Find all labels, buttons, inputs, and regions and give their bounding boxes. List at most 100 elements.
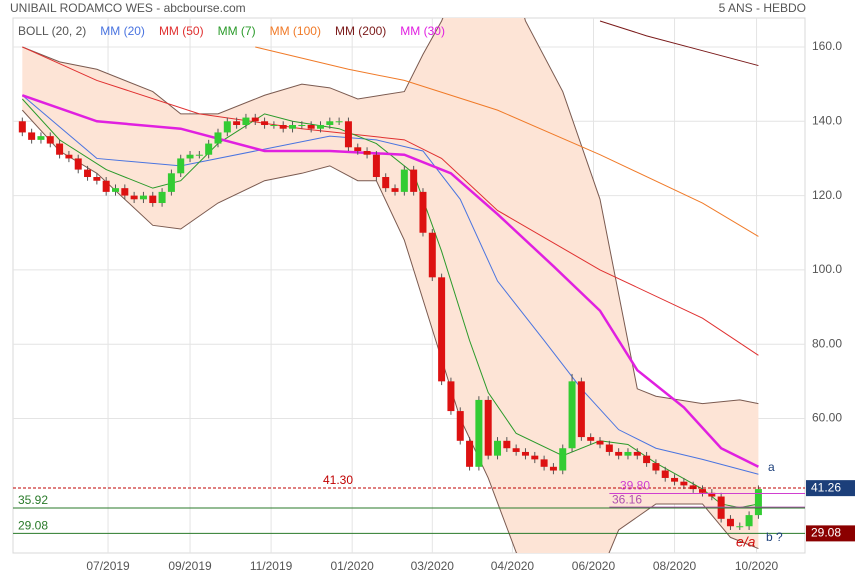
y-tick-label: 100.0 <box>812 262 842 276</box>
candle-body <box>540 459 548 467</box>
candle-body <box>503 440 511 449</box>
candle-body <box>624 451 632 456</box>
candle-body <box>559 448 567 471</box>
candle-body <box>754 489 762 516</box>
candle-body <box>605 444 613 452</box>
candle-body <box>205 143 213 155</box>
candle-body <box>214 132 222 144</box>
candle-body <box>121 188 129 196</box>
candle-body <box>270 125 278 126</box>
annotation: b ? <box>766 530 783 544</box>
x-tick-label: 11/2019 <box>250 559 293 573</box>
candle-body <box>261 121 269 125</box>
x-tick-label: 01/2020 <box>330 559 374 573</box>
moving-average <box>255 46 759 237</box>
level-label: 35.92 <box>18 493 48 507</box>
candle-body <box>438 277 446 382</box>
candle-body <box>93 177 101 181</box>
moving-average <box>21 94 759 475</box>
candle-body <box>671 477 679 482</box>
bollinger-lower <box>21 109 759 553</box>
legend-entry: MM (50) <box>159 24 204 38</box>
candle-body <box>494 440 502 456</box>
candle-body <box>447 381 455 412</box>
candle-body <box>419 191 427 233</box>
candle-body <box>233 121 241 125</box>
candle-body <box>344 121 352 148</box>
candle-body <box>363 151 371 155</box>
moving-average <box>599 20 759 67</box>
candle-body <box>326 121 334 125</box>
price-tag-label: 41.26 <box>811 480 841 494</box>
bollinger-upper <box>22 18 759 405</box>
y-tick-label: 120.0 <box>812 188 842 202</box>
annotation: e/a <box>736 534 756 550</box>
candle-body <box>521 451 529 456</box>
level-label: 41.30 <box>323 473 353 487</box>
candle-body <box>596 440 604 445</box>
candle-body <box>372 154 380 178</box>
candle-body <box>149 195 157 204</box>
candle-body <box>354 147 362 152</box>
candle-body <box>74 158 82 170</box>
y-tick-label: 160.0 <box>812 39 842 53</box>
level-label: 39.80 <box>620 479 650 493</box>
candle-body <box>56 143 64 155</box>
candle-body <box>652 463 660 471</box>
legend-entry: MM (30) <box>400 24 445 38</box>
candle-body <box>195 154 203 156</box>
candle-body <box>400 169 408 192</box>
candle-body <box>661 470 669 478</box>
candle-body <box>633 451 641 456</box>
legend: BOLL (20, 2) MM (20) MM (50) MM (7) MM (100)… <box>18 24 445 38</box>
candle-body <box>289 125 297 129</box>
candle-body <box>577 381 585 438</box>
candle-body <box>708 492 716 497</box>
price-tag-label: 29.08 <box>811 526 841 540</box>
candle-body <box>37 136 45 140</box>
candle-body <box>456 411 464 441</box>
candle-body <box>382 177 390 189</box>
x-tick-label: 03/2020 <box>411 559 455 573</box>
legend-entry: MM (100) <box>270 24 321 38</box>
candle-body <box>484 399 492 456</box>
candle-body <box>102 180 110 192</box>
candle-body <box>130 195 138 200</box>
y-tick-label: 140.0 <box>812 113 842 127</box>
candle-body <box>307 125 315 129</box>
candle-body <box>223 121 231 133</box>
candle-body <box>111 188 119 192</box>
candle-body <box>84 169 92 178</box>
level-label: 29.08 <box>18 519 48 533</box>
candle-body <box>428 232 436 278</box>
level-label: 36.16 <box>612 492 642 506</box>
candle-body <box>335 121 343 123</box>
chart-title: UNIBAIL RODAMCO WES - abcbourse.com <box>10 1 246 15</box>
legend-entry: MM (20) <box>100 24 145 38</box>
candle-body <box>736 526 744 528</box>
candle-body <box>18 121 26 133</box>
price-tag <box>806 525 855 542</box>
x-tick-label: 04/2020 <box>491 559 535 573</box>
x-tick-label: 07/2019 <box>86 559 130 573</box>
y-tick-label: 80.00 <box>812 336 842 350</box>
x-tick-label: 10/2020 <box>735 559 779 573</box>
candle-body <box>251 117 259 122</box>
moving-average <box>22 46 759 356</box>
legend-entry: BOLL (20, 2) <box>18 24 86 38</box>
chart-subtitle: 5 ANS - HEBDO <box>719 1 806 15</box>
candle-body <box>410 169 418 192</box>
moving-average <box>21 94 759 468</box>
x-tick-label: 08/2020 <box>653 559 697 573</box>
candle-body <box>643 455 651 464</box>
candle-body <box>466 440 474 467</box>
x-tick-label: 09/2019 <box>168 559 212 573</box>
candle-body <box>46 136 54 144</box>
candle-body <box>587 437 595 441</box>
candle-body <box>615 451 623 456</box>
legend-entry: MM (200) <box>335 24 386 38</box>
candle-body <box>279 125 287 129</box>
candle-body <box>689 485 697 490</box>
x-tick-label: 06/2020 <box>572 559 616 573</box>
